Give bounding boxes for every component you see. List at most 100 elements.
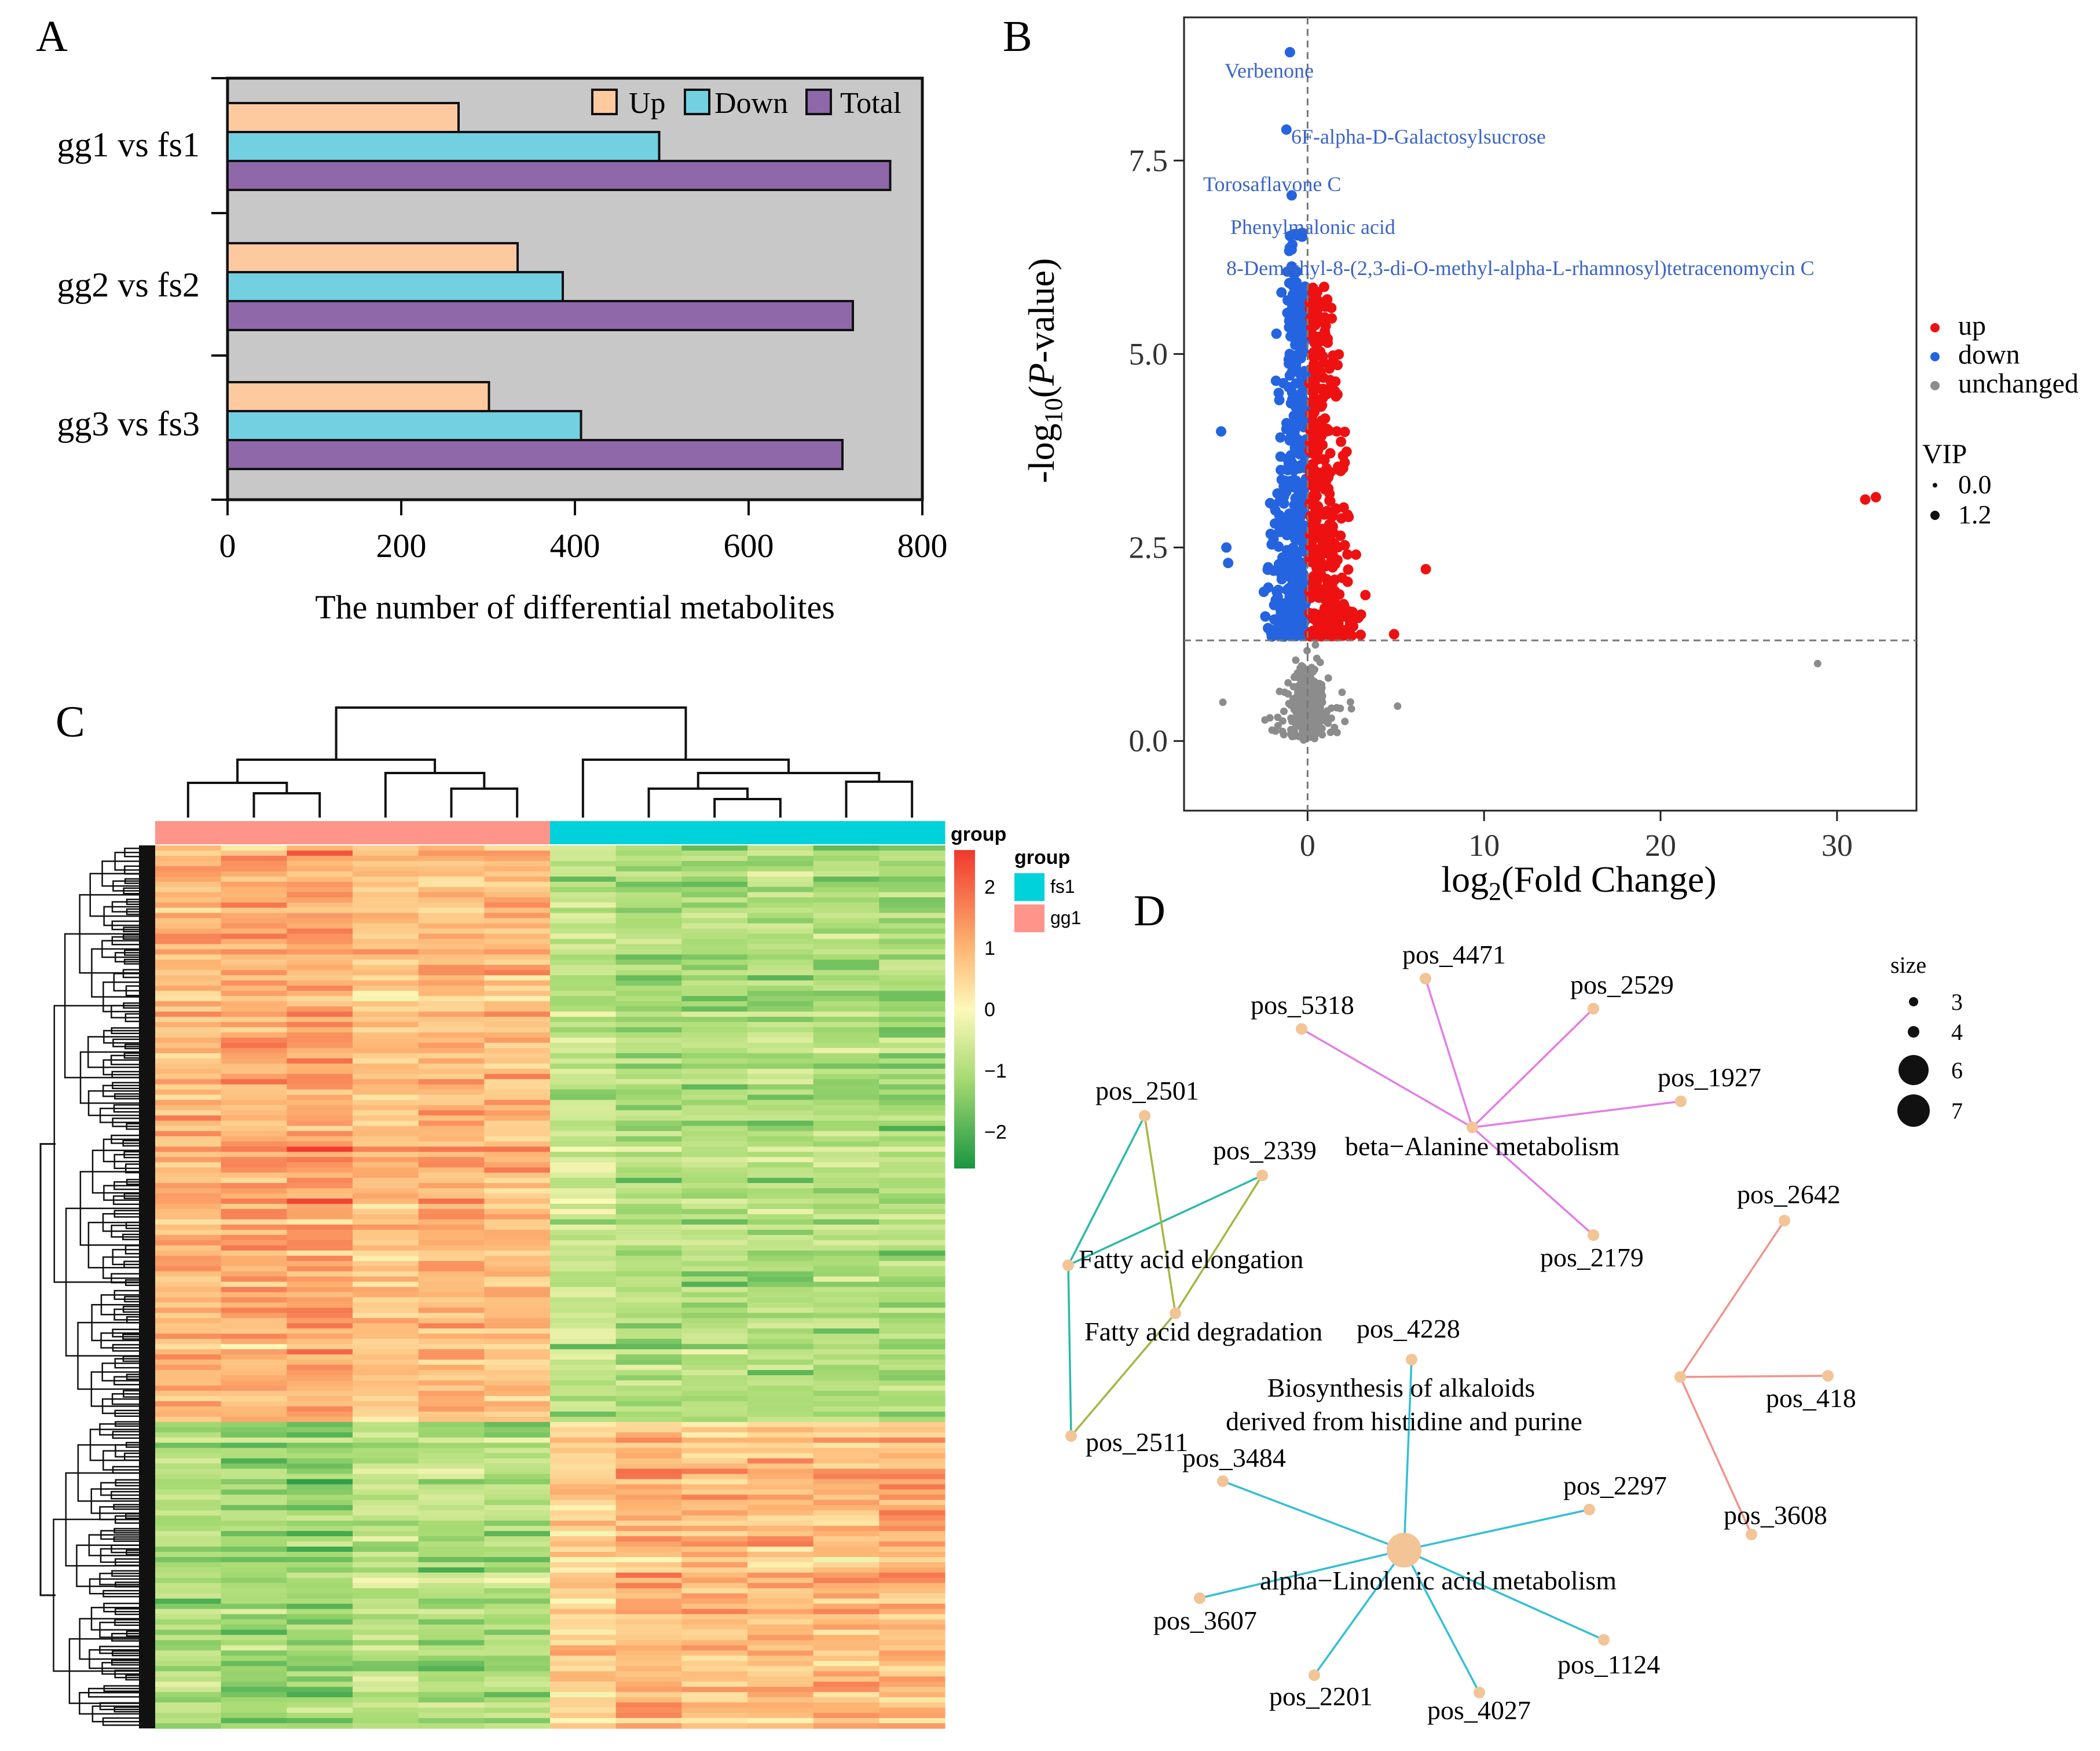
heatmap-cell <box>813 1640 879 1646</box>
heatmap-cell <box>155 1395 222 1402</box>
heatmap-cell <box>155 1235 222 1241</box>
heatmap-cell <box>681 1453 748 1459</box>
heatmap-cell <box>813 1105 879 1111</box>
point-down-labeled <box>1286 190 1297 201</box>
heatmap-cell <box>484 1427 551 1433</box>
point-up <box>1304 511 1315 522</box>
heatmap-cell <box>221 1567 287 1573</box>
network-edge <box>1403 1549 1604 1641</box>
heatmap-cell <box>813 1437 879 1444</box>
heatmap-cell <box>550 1178 617 1184</box>
heatmap-cell <box>747 866 814 872</box>
heatmap-cell <box>155 1521 222 1526</box>
heatmap-cell <box>615 1588 682 1594</box>
heatmap-cell <box>813 855 879 862</box>
heatmap-cell <box>615 1718 682 1724</box>
heatmap-cell <box>221 1146 287 1152</box>
point-up <box>1314 631 1325 642</box>
heatmap-cell <box>484 1193 551 1199</box>
heatmap-cell <box>155 1063 222 1069</box>
point-down <box>1282 464 1293 475</box>
heatmap-cell <box>747 1193 814 1199</box>
heatmap-cell <box>813 1323 879 1329</box>
point-up <box>1343 564 1354 575</box>
heatmap-cell <box>287 907 353 914</box>
heatmap-cell <box>747 959 814 965</box>
heatmap-cell <box>353 1547 419 1552</box>
heatmap-cell <box>550 1453 617 1459</box>
heatmap-cell <box>287 1572 353 1578</box>
heatmap-cell <box>484 1152 551 1157</box>
heatmap-cell <box>287 1276 353 1283</box>
heatmap-cell <box>879 1422 945 1428</box>
heatmap-cell <box>287 918 353 924</box>
heatmap-cell <box>287 1708 353 1713</box>
heatmap-cell <box>418 1297 485 1303</box>
heatmap-cell <box>484 1562 551 1568</box>
heatmap-cell <box>287 1094 353 1101</box>
heatmap-cell <box>221 1255 287 1262</box>
heatmap-cell <box>353 1235 419 1241</box>
heatmap-cell <box>747 1526 814 1532</box>
heatmap-cell <box>484 1281 551 1288</box>
heatmap-cell <box>287 1328 353 1334</box>
heatmap-cell <box>155 907 222 914</box>
heatmap-cell <box>550 1105 617 1111</box>
heatmap-cell <box>813 1521 879 1526</box>
heatmap-cell <box>615 1432 682 1438</box>
heatmap-cell <box>418 1266 485 1272</box>
heatmap-cell <box>484 1375 551 1381</box>
point-down <box>1282 307 1293 318</box>
heatmap-cell <box>681 1261 748 1267</box>
heatmap-cell <box>550 1577 617 1584</box>
heatmap-cell <box>287 1255 353 1262</box>
heatmap-cell <box>813 1022 879 1028</box>
heatmap-cell <box>879 970 945 976</box>
heatmap-cell <box>681 1089 748 1096</box>
heatmap-cell <box>813 939 879 945</box>
heatmap-cell <box>287 1697 353 1703</box>
heatmap-cell <box>221 1199 287 1204</box>
heatmap-cell <box>418 1661 485 1666</box>
heatmap-cell <box>287 1313 353 1318</box>
heatmap-cell <box>681 1094 748 1101</box>
heatmap-cell <box>747 1489 814 1495</box>
heatmap-cell <box>747 1229 814 1236</box>
heatmap-cell <box>681 850 748 856</box>
metabolite-node <box>1584 1504 1595 1515</box>
heatmap-cell <box>484 1188 551 1194</box>
heatmap-cell <box>353 1713 419 1719</box>
heatmap-cell <box>681 1281 748 1288</box>
heatmap-cell <box>615 1302 682 1308</box>
heatmap-cell <box>813 1079 879 1085</box>
heatmap-cell <box>813 1115 879 1122</box>
heatmap-cell <box>615 1349 682 1355</box>
heatmap-cell <box>550 892 617 898</box>
heatmap-cell <box>747 918 814 924</box>
legend-dot-up <box>1930 323 1940 332</box>
heatmap-cell <box>221 1173 287 1178</box>
heatmap-cell <box>550 1173 617 1178</box>
heatmap-cell <box>681 1318 748 1324</box>
heatmap-cell <box>813 1136 879 1142</box>
network-edge <box>1301 1028 1473 1129</box>
heatmap-cell <box>813 1307 879 1313</box>
heatmap-cell <box>155 1183 222 1189</box>
heatmap-cell <box>813 1047 879 1054</box>
heatmap-cell <box>221 887 287 893</box>
heatmap-cell <box>681 1640 748 1646</box>
heatmap-cell <box>615 881 682 888</box>
point-down <box>1286 456 1297 467</box>
heatmap-cell <box>681 1126 748 1131</box>
heatmap-cell <box>418 1323 485 1329</box>
heatmap-cell <box>747 1671 814 1677</box>
heatmap-cell <box>550 1598 617 1605</box>
heatmap-cell <box>353 1474 419 1480</box>
heatmap-cell <box>681 996 748 1002</box>
heatmap-cell <box>418 866 485 872</box>
panel-label-b: B <box>1003 12 1032 61</box>
heatmap-cell <box>418 1079 485 1085</box>
heatmap-cell <box>287 1063 353 1069</box>
heatmap-cell <box>615 1183 682 1189</box>
heatmap-cell <box>221 1318 287 1324</box>
